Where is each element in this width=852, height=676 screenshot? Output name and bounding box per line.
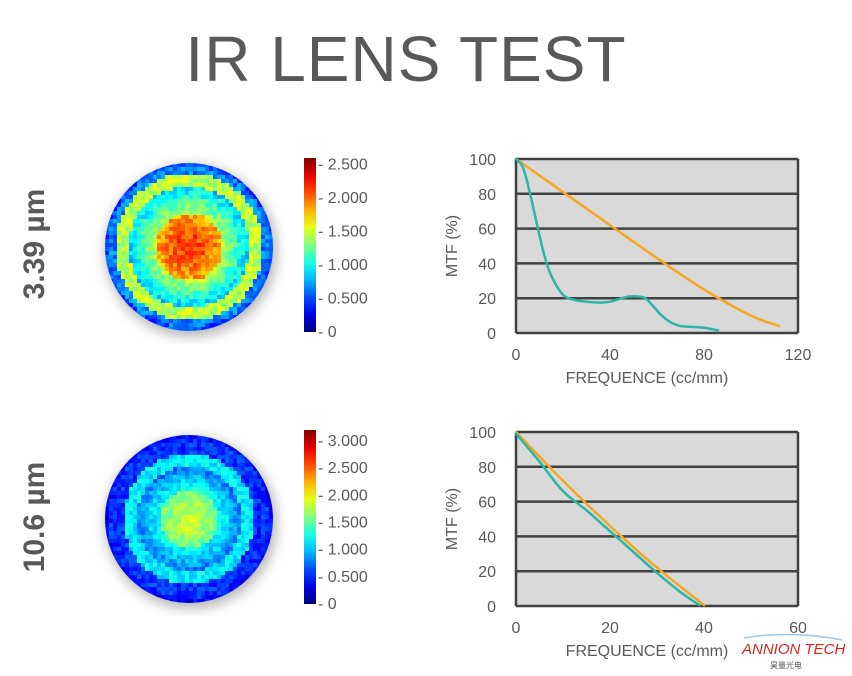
y-tick-label: 60 xyxy=(478,495,496,512)
colorbar-tick-label: - 2.000 xyxy=(318,487,368,504)
series-line-1 xyxy=(514,157,781,328)
colorbar-tick-label: - 1.500 xyxy=(318,224,368,241)
plot-area xyxy=(516,432,798,606)
mtf-chart-2: 0 20 40 60 80 100 0 20 40 60 FREQUENCE (cc/mm) MTF … xyxy=(444,425,807,660)
y-axis-label: MTF (%) xyxy=(444,488,461,550)
y-tick-label: 100 xyxy=(469,152,496,169)
y-tick-label: 0 xyxy=(487,326,496,343)
y-tick-label: 20 xyxy=(478,564,496,581)
colorbar-tick-label: - 3.000 xyxy=(318,433,368,450)
wavefront-map-1 xyxy=(105,163,277,337)
x-tick-label: 120 xyxy=(785,347,812,364)
x-tick-label: 80 xyxy=(695,347,713,364)
y-tick-label: 60 xyxy=(478,222,496,239)
colorbar-tick-label: - 2.500 xyxy=(318,460,368,477)
x-tick-label: 0 xyxy=(512,620,521,637)
y-tick-label: 20 xyxy=(478,291,496,308)
colorbar-tick-label: - 2.500 xyxy=(318,157,368,174)
colorbar-tick-label: - 0 xyxy=(318,596,337,613)
y-tick-label: 40 xyxy=(478,256,496,273)
wavefront-map-2 xyxy=(105,435,277,609)
y-axis-label: MTF (%) xyxy=(444,215,461,277)
annion-tech-logo: ANNION TECH 昊量光电 xyxy=(741,634,846,670)
colorbar-tick-label: - 0.500 xyxy=(318,569,368,586)
y-tick-label: 0 xyxy=(487,599,496,616)
series-line-2 xyxy=(514,432,701,607)
wavelength-label-1: 3.39 µm xyxy=(18,188,51,300)
x-tick-label: 60 xyxy=(789,620,807,637)
x-tick-label: 40 xyxy=(695,620,713,637)
y-tick-label: 80 xyxy=(478,187,496,204)
y-tick-label: 40 xyxy=(478,529,496,546)
colorbar-tick-label: - 0 xyxy=(318,324,337,341)
x-axis-label: FREQUENCE (cc/mm) xyxy=(566,370,729,387)
y-tick-label: 80 xyxy=(478,460,496,477)
colorbar-tick-label: - 1.000 xyxy=(318,542,368,559)
svg-text:ANNION TECH: ANNION TECH xyxy=(741,641,846,658)
svg-text:昊量光电: 昊量光电 xyxy=(770,660,802,670)
colorbar-2: - 3.000 - 2.500 - 2.000 - 1.500 - 1.000 - 0.5… xyxy=(304,430,368,613)
x-axis-label: FREQUENCE (cc/mm) xyxy=(566,643,729,660)
series-line-2 xyxy=(514,157,720,332)
colorbar-tick-label: - 1.000 xyxy=(318,257,368,274)
x-tick-label: 20 xyxy=(601,620,619,637)
x-tick-label: 0 xyxy=(512,347,521,364)
mtf-chart-1: 0 20 40 60 80 100 0 40 80 120 FREQUENCE (cc/mm) MTF… xyxy=(444,152,812,387)
colorbar-tick-label: - 0.500 xyxy=(318,291,368,308)
y-tick-label: 100 xyxy=(469,425,496,442)
wavelength-label-2: 10.6 µm xyxy=(18,461,51,573)
series-line-1 xyxy=(514,430,706,607)
page-title: IR LENS TEST xyxy=(185,23,627,95)
plot-area xyxy=(516,159,798,333)
x-tick-label: 40 xyxy=(601,347,619,364)
colorbar-tick-label: - 1.500 xyxy=(318,514,368,531)
colorbar-1: - 2.500 - 2.000 - 1.500 - 1.000 - 0.500 - 0 xyxy=(304,157,368,341)
colorbar-tick-label: - 2.000 xyxy=(318,190,368,207)
